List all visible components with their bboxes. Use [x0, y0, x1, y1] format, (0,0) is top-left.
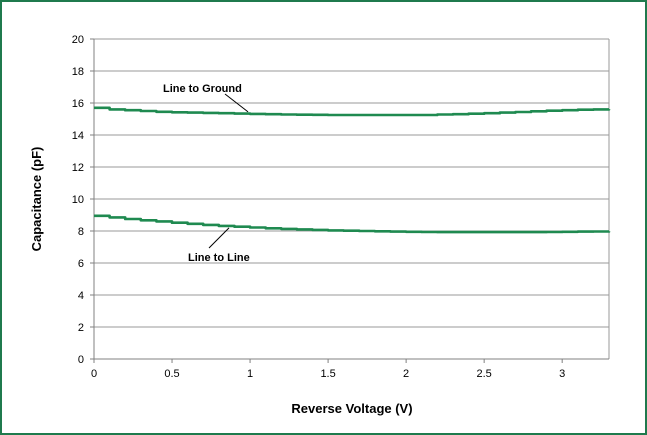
y-tick-label: 14	[72, 130, 84, 142]
x-tick-label: 1.5	[320, 368, 335, 380]
tick-labels: 0 2 4 6 8 10 12 14 16 18 20 0 0.5 1 1.5 2 2.5 3	[72, 34, 565, 380]
annotation-leader-line-to-line	[208, 227, 230, 249]
annotation-line-to-ground: Line to Ground	[163, 83, 242, 95]
axes	[90, 38, 609, 363]
x-tick-label: 2.5	[477, 368, 492, 380]
series-lines	[94, 106, 611, 234]
gridlines	[94, 38, 610, 359]
y-tick-label: 6	[78, 258, 84, 270]
y-tick-label: 2	[78, 322, 84, 334]
series-line-line-to-line	[94, 214, 611, 234]
annotation-leader-line-to-ground	[224, 93, 249, 113]
annotation-line-to-line: Line to Line	[188, 252, 250, 264]
y-axis-title: Capacitance (pF)	[29, 147, 44, 252]
y-tick-label: 4	[78, 290, 84, 302]
y-tick-label: 0	[78, 354, 84, 366]
x-tick-label: 1	[247, 368, 253, 380]
x-tick-label: 3	[559, 368, 565, 380]
y-tick-label: 18	[72, 66, 84, 78]
y-tick-label: 16	[72, 98, 84, 110]
y-tick-label: 12	[72, 162, 84, 174]
y-tick-label: 20	[72, 34, 84, 46]
x-axis-title: Reverse Voltage (V)	[291, 401, 412, 416]
annotations: Line to Ground Line to Line	[163, 83, 250, 264]
y-tick-label: 10	[72, 194, 84, 206]
series-line-line-to-ground	[94, 106, 611, 117]
x-tick-label: 2	[403, 368, 409, 380]
y-tick-label: 8	[78, 226, 84, 238]
x-tick-label: 0.5	[164, 368, 179, 380]
x-tick-label: 0	[91, 368, 97, 380]
